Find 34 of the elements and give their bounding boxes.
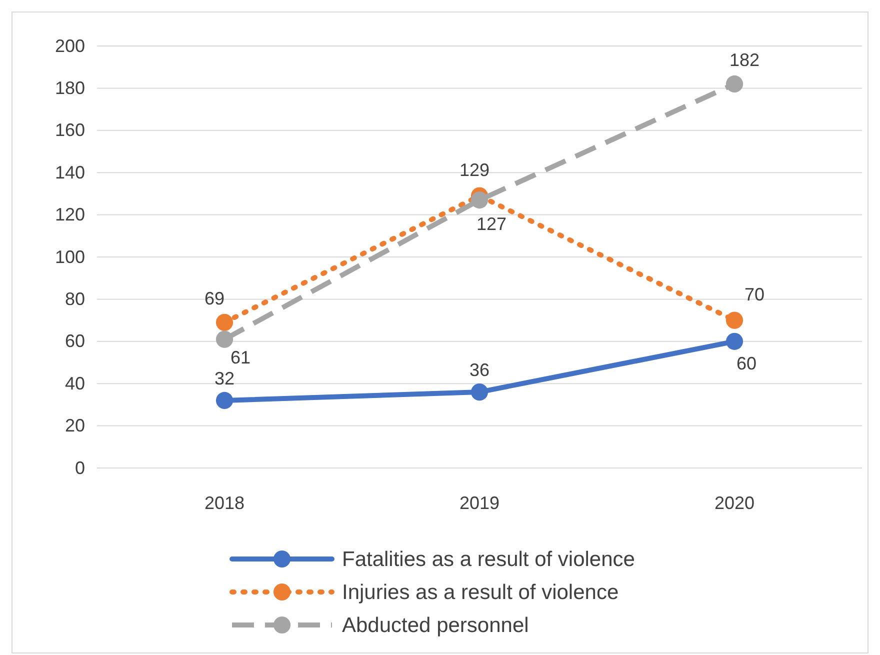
y-tick-label: 40 [64, 373, 85, 394]
y-tick-label: 0 [74, 458, 85, 478]
data-label: 61 [230, 347, 251, 368]
point [726, 75, 744, 93]
y-tick-label: 160 [54, 120, 85, 140]
data-label: 127 [476, 214, 507, 234]
y-tick-label: 60 [64, 331, 85, 352]
point [470, 191, 488, 209]
data-label: 182 [729, 50, 760, 70]
y-tick-label: 20 [64, 416, 85, 436]
y-tick-label: 180 [54, 78, 85, 98]
point [216, 392, 234, 410]
data-label: 70 [744, 284, 765, 304]
y-tick-label: 140 [54, 162, 85, 182]
x-tick-label: 2019 [459, 492, 500, 513]
data-label: 36 [469, 360, 490, 380]
y-tick-label: 100 [54, 246, 85, 267]
legend-label: Injuries as a result of violence [342, 581, 619, 604]
point [216, 330, 234, 348]
x-tick-label: 2018 [204, 492, 245, 513]
legend-label: Abducted personnel [342, 614, 529, 637]
data-label: 69 [204, 288, 225, 308]
legend-label: Fatalities as a result of violence [342, 548, 635, 571]
point [726, 332, 744, 350]
y-tick-label: 200 [54, 36, 85, 56]
point [470, 384, 488, 401]
point [216, 314, 234, 331]
data-label: 32 [214, 368, 235, 388]
y-tick-label: 80 [64, 288, 85, 309]
data-label: 60 [736, 353, 757, 374]
point [726, 312, 744, 329]
y-tick-label: 120 [54, 204, 85, 225]
data-label: 129 [459, 160, 490, 180]
x-tick-label: 2020 [714, 492, 755, 513]
